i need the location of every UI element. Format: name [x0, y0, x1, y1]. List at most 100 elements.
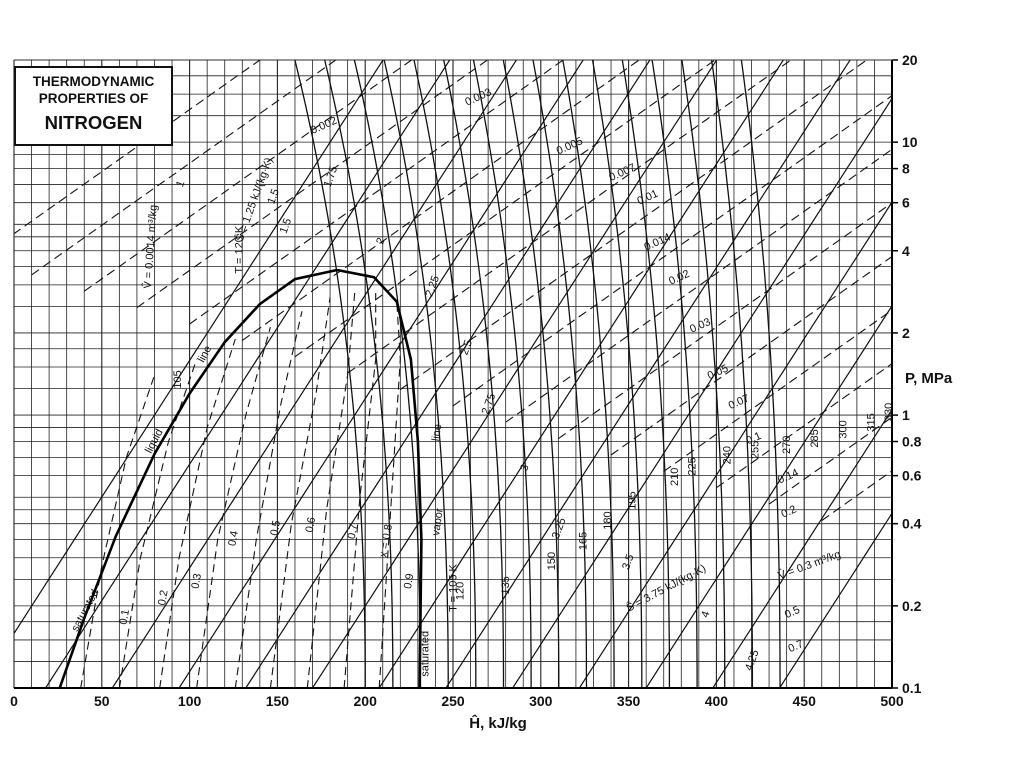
x-tick-label: 0: [10, 693, 18, 709]
isentrope-curve: [512, 97, 892, 688]
quality-line: [306, 292, 356, 688]
quality-label: 0.1: [118, 608, 132, 625]
isochore-curve: [83, 60, 413, 292]
isochore-curve: [189, 60, 565, 325]
y-tick-label: 4: [902, 243, 910, 259]
isochore-label: 0.002: [309, 115, 339, 137]
isochore-curve: [821, 470, 892, 521]
isotherm-curve: [710, 60, 754, 688]
quality-line: [234, 311, 303, 688]
isochore-label: 0.007: [607, 162, 637, 184]
x-tick-label: 200: [354, 693, 378, 709]
quality-line: [80, 375, 156, 688]
isotherm-curve: [740, 60, 781, 688]
isochore-curve: [610, 255, 892, 456]
x-tick-label: 150: [266, 693, 290, 709]
y-tick-label: 6: [902, 195, 910, 211]
isentrope-label: 3.25: [550, 516, 569, 540]
isotherm-label: 225: [686, 457, 698, 475]
quality-line: [159, 338, 236, 688]
x-tick-label: 500: [880, 693, 904, 709]
isotherm-curve: [562, 60, 615, 688]
y-tick-label: 10: [902, 134, 918, 150]
isentrope-curve: [445, 60, 851, 688]
y-tick-label: 2: [902, 325, 910, 341]
isotherm-label: 150: [546, 552, 558, 570]
isochore-label: 0.003: [463, 86, 493, 108]
y-tick-label: 0.8: [902, 434, 922, 450]
isotherm-curve: [353, 60, 422, 688]
quality-label: x = 0.8: [377, 523, 395, 558]
isentrope-curve: [645, 304, 892, 688]
isotherm-label: 330: [883, 403, 895, 421]
isochore-label: 0.01: [635, 188, 659, 208]
isochore-curve: [241, 60, 641, 341]
quality-label: 0.4: [226, 530, 240, 547]
isochore-label: 0.07: [727, 392, 751, 412]
quality-label: 0.3: [190, 573, 204, 590]
quality-label: 0.9: [402, 573, 416, 590]
quality-label: 0.2: [156, 589, 170, 606]
isotherm-curve: [502, 60, 560, 688]
isentrope-curve: [178, 60, 584, 688]
isentrope-curve: [712, 408, 892, 688]
y-tick-label: 0.4: [902, 516, 922, 532]
saturation-dome: [58, 268, 423, 689]
isotherm-label: 240: [721, 446, 733, 464]
isochore-label: 0.1: [744, 430, 763, 447]
isotherm-label: 210: [669, 468, 681, 486]
isotherm-label: 105: [172, 370, 184, 388]
isochore-curve: [716, 362, 892, 489]
curve-labels: saturatedliquidlinesaturatedvaporline0.1…: [69, 86, 895, 676]
isotherm-label: 300: [837, 420, 849, 438]
x-tick-label: 400: [705, 693, 729, 709]
isentrope-curve: [578, 201, 892, 688]
isochore-curve: [14, 60, 261, 235]
x-tick-label: 100: [178, 693, 202, 709]
isochore-label: 0.7: [786, 638, 805, 655]
isotherm-label: 165: [577, 532, 589, 550]
y-tick-label: 8: [902, 161, 910, 177]
isentrope-curve: [45, 60, 451, 688]
quality-line: [118, 359, 198, 688]
quality-line: [343, 293, 377, 688]
quality-label: 0.6: [304, 516, 318, 533]
isochore-curve: [399, 60, 868, 390]
isotherm-curve: [651, 60, 698, 688]
misc-label: 1.5: [278, 217, 295, 235]
saturated-vapor-label: saturated: [419, 631, 431, 677]
quality-label: 0.7: [346, 523, 360, 540]
isentrope-curve: [311, 60, 718, 688]
chart-axes: 0 50 100 150 200 250 300 350 400 450 5000.10.20.40…: [10, 52, 922, 709]
isotherm-curve: [591, 60, 643, 688]
misc-label: 1: [174, 179, 187, 189]
isentrope-label: 4.25: [743, 648, 762, 672]
quality-line: [378, 301, 401, 688]
title-line-3: NITROGEN: [44, 112, 143, 133]
quality-line: [196, 326, 271, 688]
isentrope-label: 2: [374, 236, 387, 246]
isochore-curve: [505, 148, 892, 423]
isochore-curve: [452, 94, 892, 407]
isotherm-curve: [443, 60, 505, 688]
property-curves: [14, 60, 892, 688]
isotherm-label: 285: [809, 429, 821, 447]
x-tick-label: 300: [529, 693, 553, 709]
x-tick-label: 50: [94, 693, 110, 709]
isentrope-label: 4: [699, 609, 712, 619]
isotherm-label: 135: [500, 576, 512, 594]
isotherm-curve: [472, 60, 532, 688]
isochore-curve: [294, 60, 716, 358]
isentrope-curve: [378, 60, 785, 688]
isotherm-label: 255: [750, 441, 762, 459]
isochore-label: 0.005: [555, 135, 585, 157]
isentrope-label: 2.25: [423, 274, 442, 298]
x-tick-label: 250: [441, 693, 465, 709]
y-tick-label: 0.6: [902, 468, 922, 484]
isentrope-curve: [14, 60, 384, 635]
isentrope-curve: [779, 512, 892, 688]
isochore-label: 0.5: [783, 604, 802, 621]
chart-title-box: THERMODYNAMIC PROPERTIES OF NITROGEN: [14, 66, 173, 146]
isochore-curve: [558, 202, 892, 440]
isochore-curve: [347, 60, 792, 374]
